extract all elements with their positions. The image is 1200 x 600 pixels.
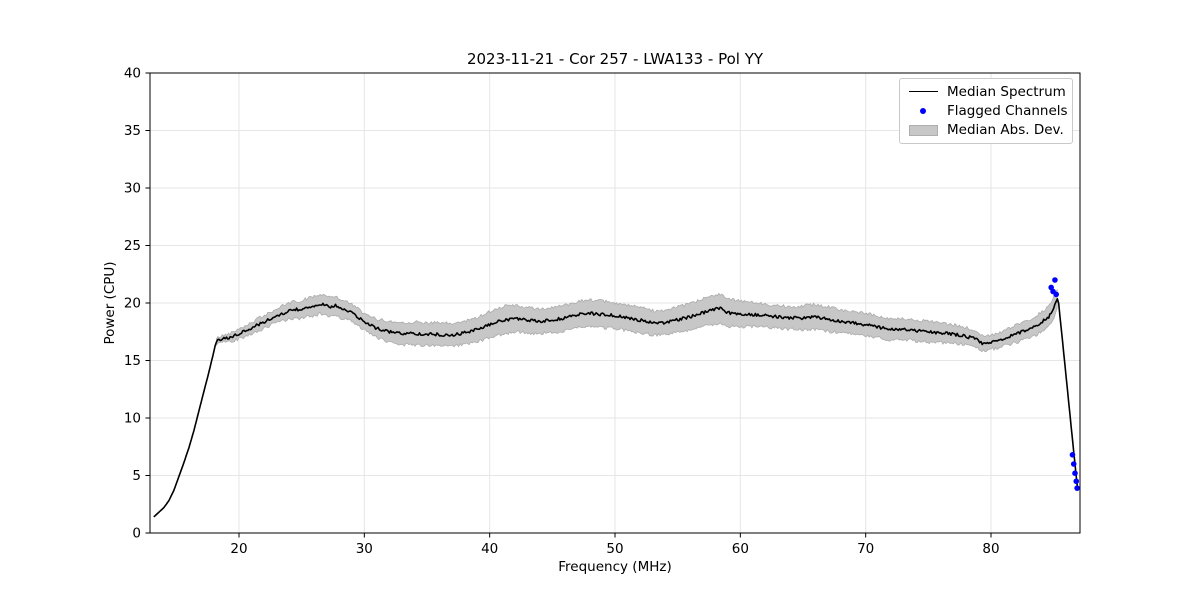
legend-item-label: Median Abs. Dev. [947,122,1064,139]
y-tick-label: 35 [124,123,141,139]
y-axis-label: Power (CPU) [102,261,118,345]
legend-item-flagged-channels: Flagged Channels [900,101,1072,120]
flagged-channel-dot [1074,485,1080,491]
y-tick-label: 40 [124,66,141,82]
flagged-channel-dot [1053,291,1059,298]
median-spectrum-line-swatch [908,91,938,93]
x-tick-label: 50 [606,541,623,557]
flagged-channels-dot-swatch [908,107,938,114]
legend-item-median-spectrum: Median Spectrum [900,82,1072,101]
y-tick-label: 15 [124,353,141,369]
legend-item-label: Flagged Channels [947,102,1068,119]
y-tick-label: 10 [124,411,141,427]
x-tick-label: 20 [230,541,247,557]
legend: Median Spectrum Flagged Channels Median … [899,78,1073,144]
chart-title: 2023-11-21 - Cor 257 - LWA133 - Pol YY [466,50,764,68]
median-abs-dev-band-swatch [908,124,938,136]
x-tick-label: 70 [857,541,874,557]
median-spectrum-line [153,298,1079,518]
flagged-channel-dot [1069,452,1076,458]
x-tick-label: 40 [481,541,498,557]
y-tick-label: 30 [124,181,141,197]
legend-item-median-abs-dev: Median Abs. Dev. [900,121,1072,140]
legend-item-label: Median Spectrum [947,83,1066,100]
y-tick-label: 0 [132,526,141,542]
flagged-channel-dot [1072,470,1078,477]
x-tick-label: 60 [732,541,749,557]
flagged-channel-dot [1070,461,1077,467]
y-tick-label: 20 [124,296,141,312]
y-tick-label: 5 [132,468,141,484]
flagged-channel-dot [1052,277,1058,283]
y-tick-label: 25 [124,238,141,254]
flagged-channel-dot [1073,478,1080,485]
x-tick-label: 80 [982,541,999,557]
x-tick-label: 30 [356,541,373,557]
x-axis-label: Frequency (MHz) [558,559,672,575]
